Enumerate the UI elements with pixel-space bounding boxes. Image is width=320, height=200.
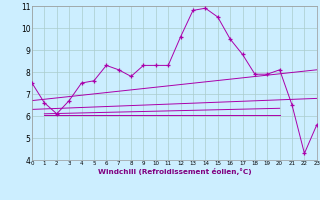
X-axis label: Windchill (Refroidissement éolien,°C): Windchill (Refroidissement éolien,°C)	[98, 168, 251, 175]
